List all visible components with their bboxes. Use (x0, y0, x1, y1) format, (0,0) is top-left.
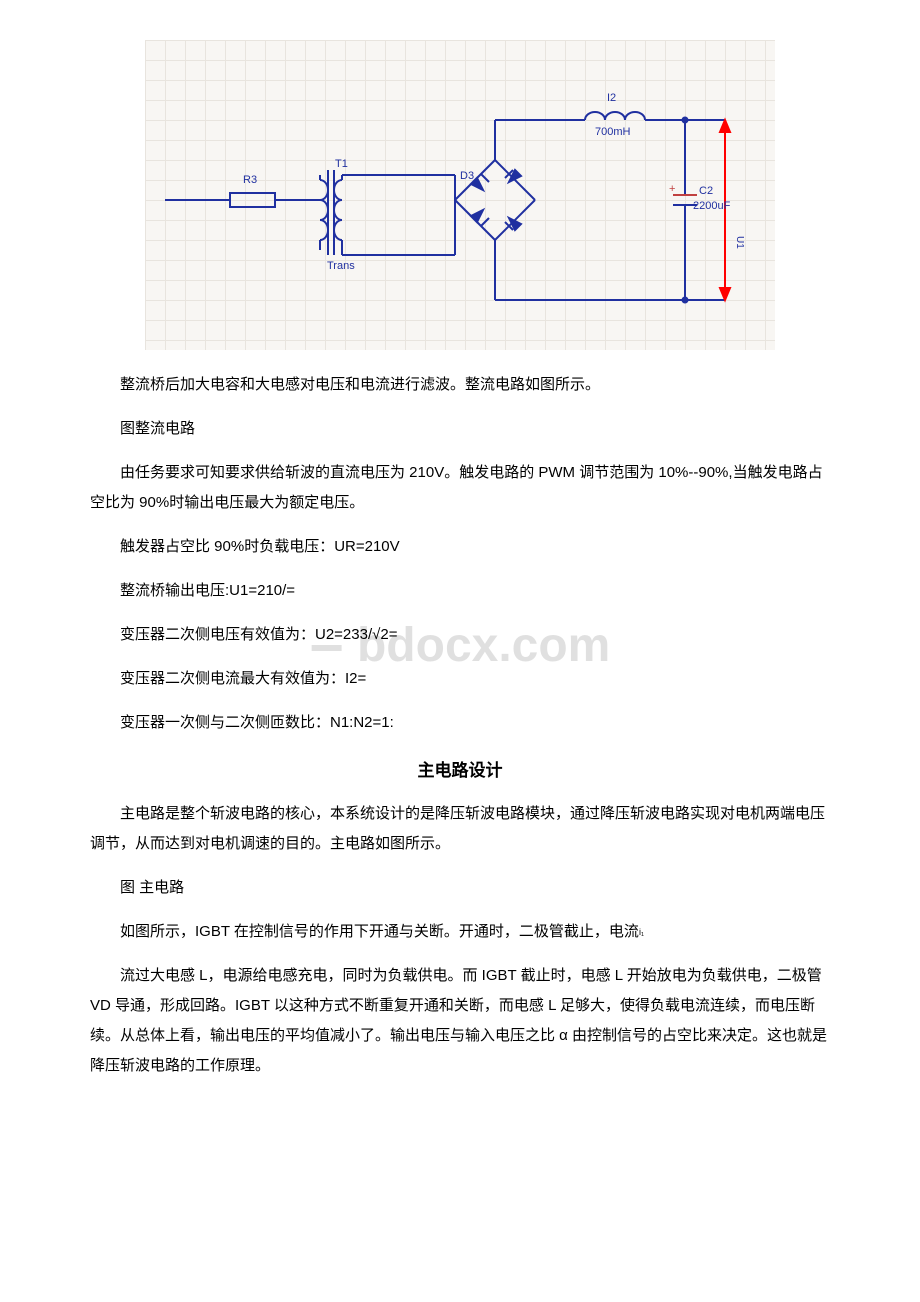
label-i2-val: 700mH (595, 126, 630, 138)
paragraph-1: 整流桥后加大电容和大电感对电压和电流进行滤波。整流电路如图所示。 (90, 370, 830, 400)
schematic-svg: + U1 (145, 40, 775, 350)
paragraph-7: 变压器二次侧电流最大有效值为：I2= (90, 664, 830, 694)
paragraph-6: 变压器二次侧电压有效值为：U2=233/√2= (90, 620, 830, 650)
paragraph-3: 由任务要求可知要求供给斩波的直流电压为 210V。触发电路的 PWM 调节范围为… (90, 458, 830, 518)
label-c2-val: 2200uF (693, 200, 730, 212)
svg-text:U1: U1 (734, 236, 745, 249)
svg-text:i₁: i₁ (639, 927, 644, 937)
label-t1: T1 (335, 158, 348, 170)
paragraph-4: 触发器占空比 90%时负载电压：UR=210V (90, 532, 830, 562)
paragraph-5: 整流桥输出电压:U1=210/= (90, 576, 830, 606)
label-r3: R3 (243, 174, 257, 186)
circuit-diagram: + U1 R3 T1 Trans D3 I2 700mH C2 2200uF (145, 40, 775, 350)
label-trans: Trans (327, 260, 355, 272)
paragraph-2: 图整流电路 (90, 414, 830, 444)
paragraph-12: 流过大电感 L，电源给电感充电，同时为负载供电。而 IGBT 截止时，电感 L … (90, 961, 830, 1081)
subscript-icon: i₁ (639, 926, 649, 938)
label-c2: C2 (699, 185, 713, 197)
label-d3: D3 (460, 170, 474, 182)
svg-text:+: + (669, 183, 675, 195)
heading-main-circuit: 主电路设计 (90, 756, 830, 781)
paragraph-10: 图 主电路 (90, 873, 830, 903)
label-i2: I2 (607, 92, 616, 104)
p11-text: 如图所示，IGBT 在控制信号的作用下开通与关断。开通时，二极管截止，电流 (120, 923, 639, 940)
paragraph-9: 主电路是整个斩波电路的核心，本系统设计的是降压斩波电路模块，通过降压斩波电路实现… (90, 799, 830, 859)
paragraph-8: 变压器一次侧与二次侧匝数比：N1:N2=1: (90, 708, 830, 738)
paragraph-11: 如图所示，IGBT 在控制信号的作用下开通与关断。开通时，二极管截止，电流i₁ (90, 917, 830, 947)
